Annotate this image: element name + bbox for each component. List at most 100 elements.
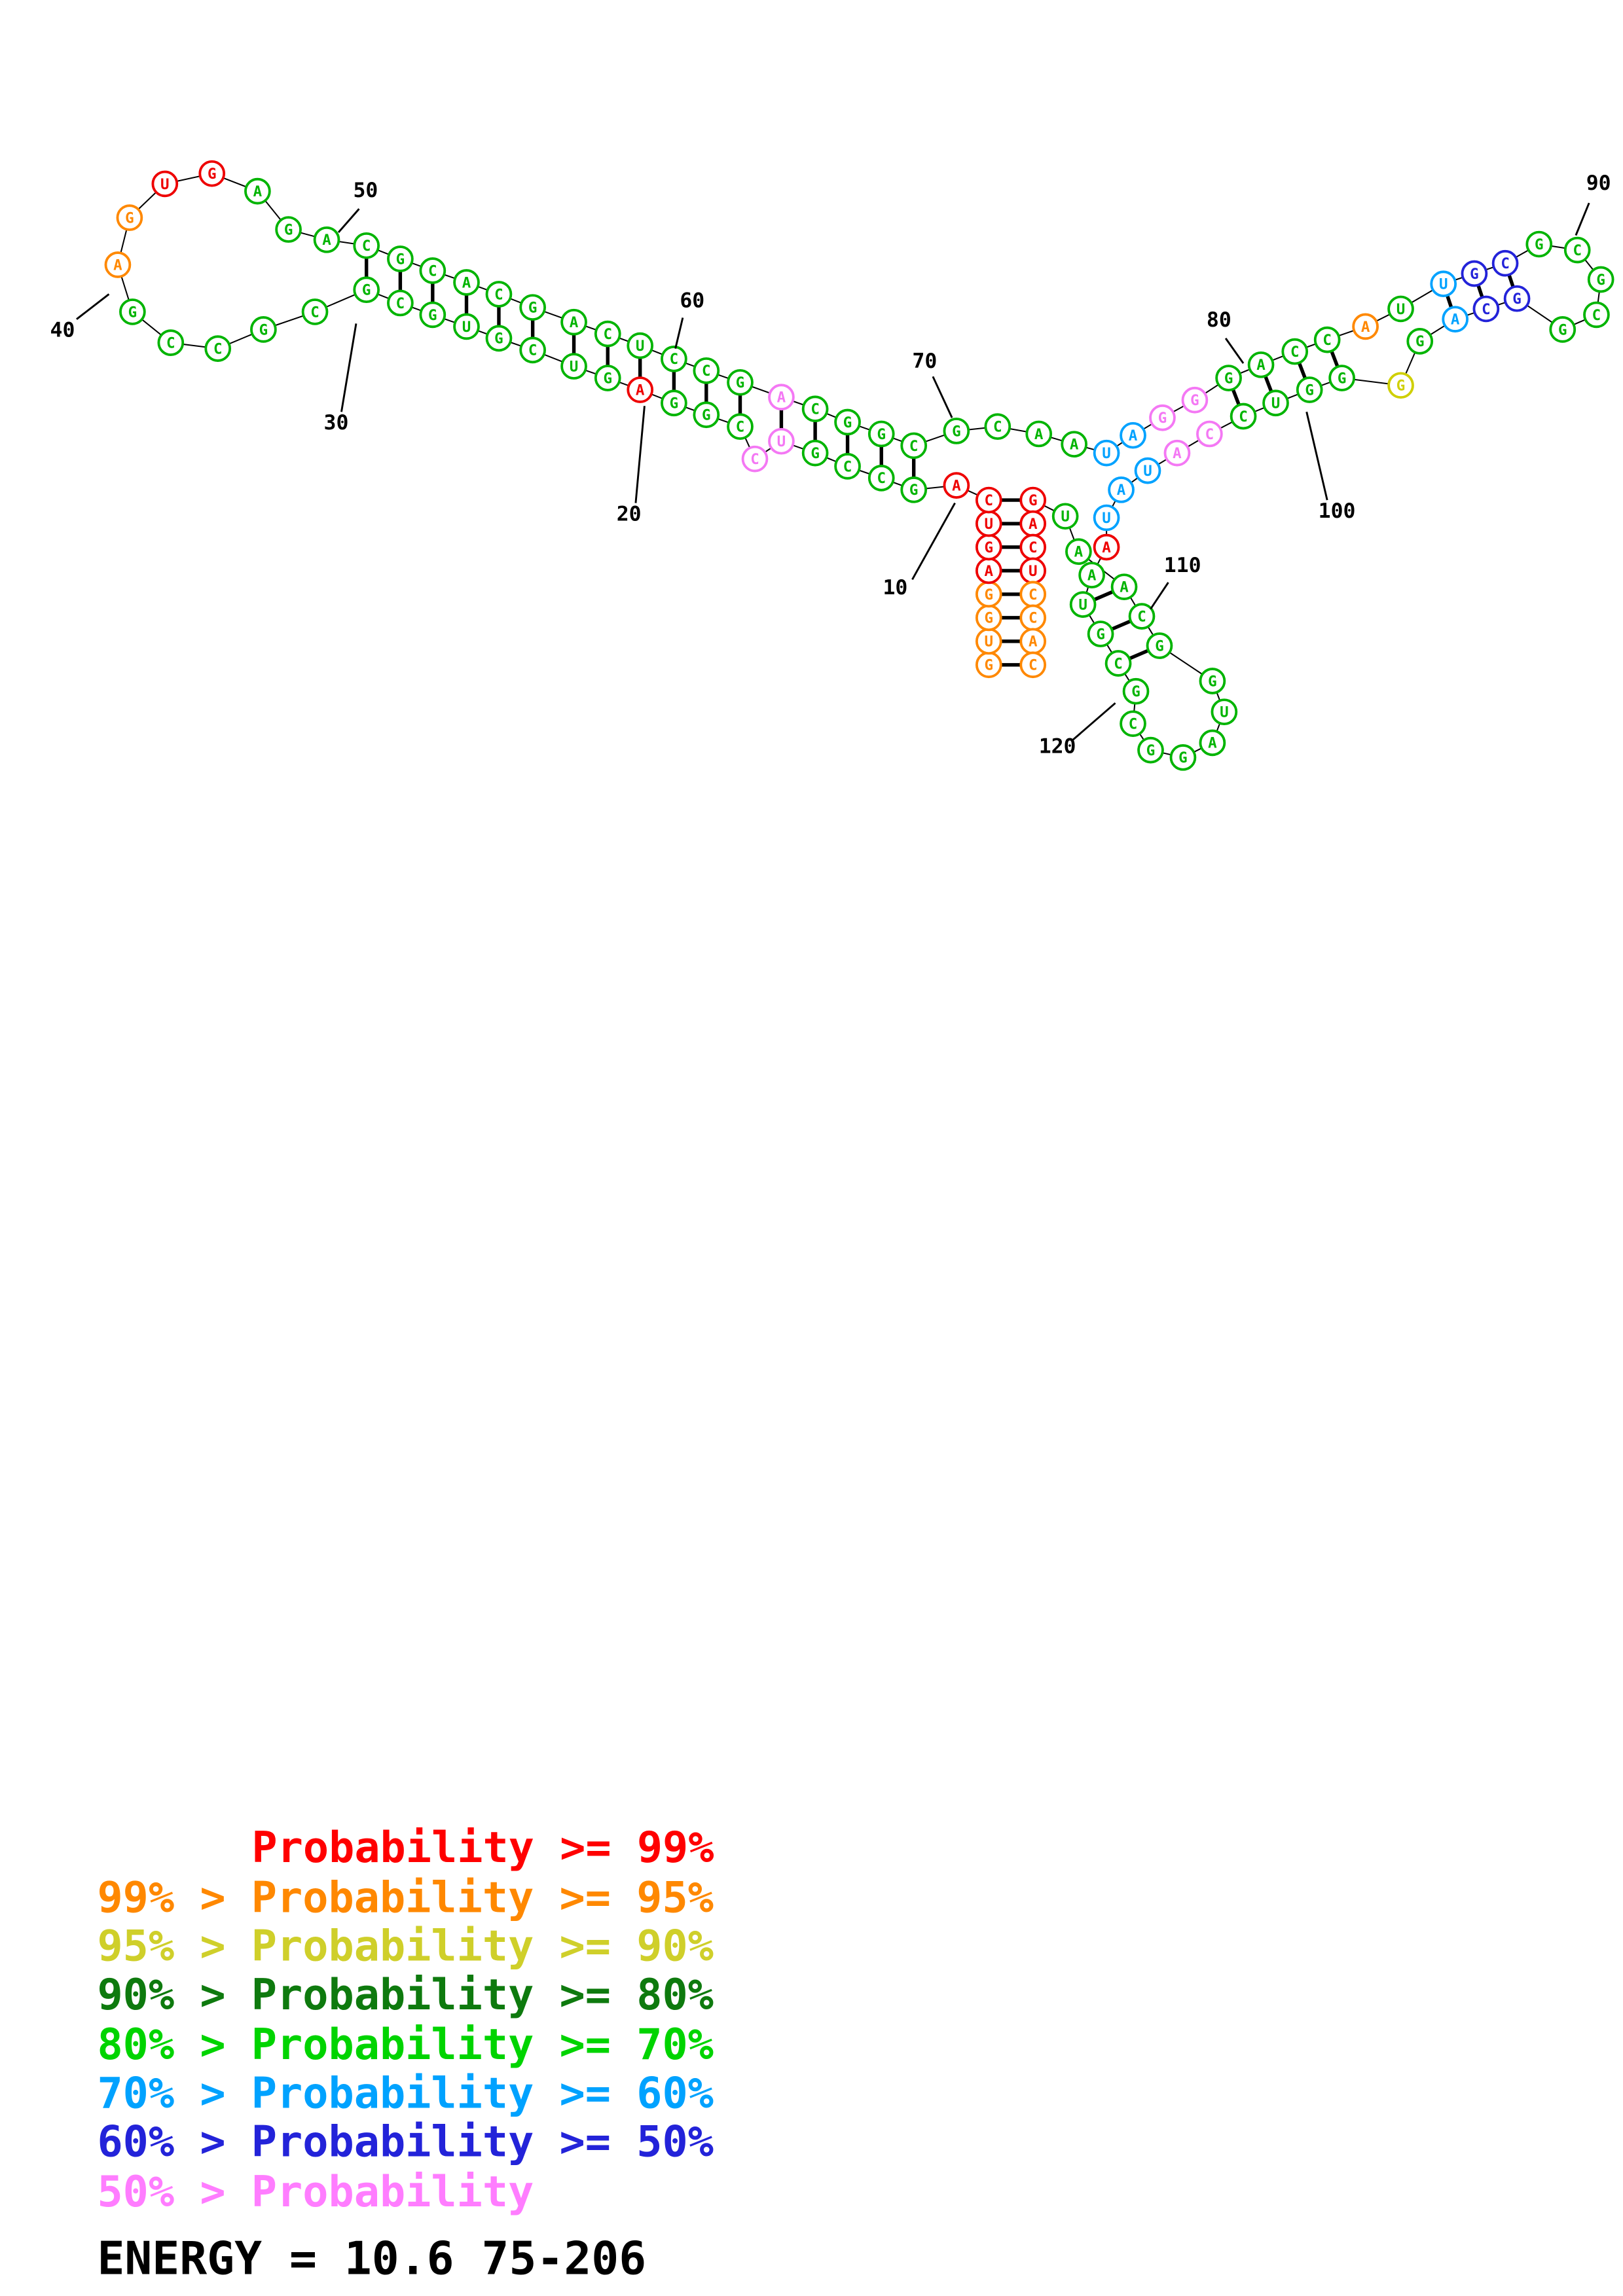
nucleotide-A: A (627, 376, 654, 403)
nucleotide-A: A (943, 472, 970, 499)
nucleotide-circle (1093, 533, 1120, 561)
nucleotide-circle (485, 281, 513, 308)
nucleotide-letter: A (636, 382, 645, 399)
nucleotide-U: U (1387, 295, 1414, 323)
nucleotide-letter: A (985, 563, 994, 580)
nucleotide-letter: G (284, 221, 293, 238)
legend-row-below-50: 50% > Probability (97, 2168, 534, 2217)
nucleotide-C: C (1019, 651, 1047, 679)
nucleotide-circle (1128, 603, 1156, 630)
nucleotide-A: A (453, 269, 480, 296)
nucleotide-letter: A (777, 389, 786, 406)
nucleotide-G: G (727, 368, 754, 396)
nucleotide-C: C (1563, 236, 1591, 264)
nucleotide-circle (485, 325, 513, 352)
nucleotide-circle (727, 368, 754, 396)
nucleotide-letter: G (1146, 742, 1156, 759)
nucleotide-letter: C (811, 401, 820, 418)
nucleotide-circle (419, 301, 447, 329)
nucleotide-A: A (1163, 439, 1191, 467)
nucleotide-C: C (867, 465, 895, 492)
nucleotide-U: U (627, 332, 654, 359)
nucleotide-letter: G (1158, 410, 1167, 427)
nucleotide-C: C (741, 445, 769, 473)
nucleotide-C: C (485, 281, 513, 308)
nucleotide-letter: G (1224, 370, 1233, 387)
nucleotide-circle (741, 445, 769, 473)
nucleotide-C: C (1196, 420, 1223, 448)
position-label-80: 80 (1207, 308, 1231, 332)
nucleotide-letter: C (985, 492, 994, 509)
nucleotide-C: C (834, 453, 861, 480)
nucleotide-circle (801, 439, 829, 467)
nucleotide-C: C (900, 432, 928, 459)
nucleotide-circle (727, 413, 754, 440)
nucleotide-G: G (801, 439, 829, 467)
nucleotide-circle (104, 251, 132, 278)
nucleotide-G: G (1215, 365, 1242, 391)
nucleotide-letter: C (310, 304, 319, 321)
nucleotide-circle (594, 320, 621, 348)
nucleotide-circle (834, 453, 861, 480)
nucleotide-circle (157, 329, 185, 356)
nucleotide-letter: A (322, 232, 331, 249)
nucleotide-letter: C (1129, 716, 1138, 733)
nucleotide-circle (204, 335, 232, 362)
position-label-30: 30 (324, 411, 349, 435)
nucleotide-circle (1120, 422, 1146, 449)
nucleotide-letter: A (1029, 634, 1038, 651)
nucleotide-circle (768, 427, 795, 455)
nucleotide-A: A (975, 557, 1002, 584)
label-leader-line (76, 293, 110, 320)
nucleotide-letter: C (750, 451, 759, 468)
nucleotide-circle (1163, 439, 1191, 467)
nucleotide-circle (1215, 365, 1242, 391)
nucleotide-letter: U (1078, 596, 1087, 613)
legend-row-99: Probability >= 99% (251, 1823, 714, 1873)
nucleotide-A: A (1019, 510, 1047, 537)
nucleotide-circle (1503, 285, 1531, 312)
nucleotide-letter: A (1074, 544, 1084, 561)
nucleotide-letter: G (985, 657, 994, 674)
nucleotide-circle (1525, 230, 1553, 258)
nucleotide-circle (250, 316, 277, 343)
nucleotide-letter: C (1114, 655, 1123, 672)
nucleotide-circle (867, 465, 895, 492)
energy-value-text: ENERGY = 10.6 75-206 (97, 2232, 646, 2285)
nucleotide-circle (1549, 316, 1577, 343)
label-leader-line (1150, 582, 1169, 610)
nucleotide-letter: C (1239, 408, 1248, 425)
nucleotide-letter: C (1482, 301, 1491, 318)
nucleotide-letter: A (1208, 735, 1217, 752)
nucleotide-letter: G (909, 482, 919, 499)
nucleotide-letter: A (570, 314, 579, 331)
nucleotide-circle (1051, 503, 1079, 530)
nucleotide-letter: C (166, 334, 175, 351)
label-leader-line (1070, 702, 1116, 742)
nucleotide-circle (1078, 562, 1105, 589)
nucleotide-circle (453, 269, 480, 296)
nucleotide-circle (943, 418, 970, 444)
nucleotide-A: A (1093, 533, 1120, 561)
nucleotide-G: G (900, 476, 928, 503)
nucleotide-C: C (157, 329, 185, 356)
nucleotide-circle (1406, 328, 1434, 355)
nucleotide-G: G (1199, 668, 1226, 694)
nucleotide-U: U (560, 353, 587, 380)
nucleotide-G: G (1146, 632, 1173, 659)
nucleotide-circle (560, 353, 587, 380)
position-label-50: 50 (353, 179, 378, 202)
nucleotide-circle (1442, 306, 1469, 332)
nucleotide-circle (1087, 620, 1114, 647)
nucleotide-letter: C (1137, 608, 1146, 625)
nucleotide-C: C (353, 232, 380, 259)
nucleotide-A: A (1120, 422, 1146, 449)
nucleotide-letter: G (603, 370, 612, 387)
nucleotide-A: A (244, 177, 271, 205)
nucleotide-letter: G (428, 307, 437, 324)
nucleotide-C: C (1019, 581, 1047, 608)
nucleotide-circle (519, 294, 546, 321)
nucleotide-C: C (727, 413, 754, 440)
legend-row-90: 95% > Probability >= 90% (97, 1922, 713, 1971)
nucleotide-letter: A (462, 274, 471, 291)
